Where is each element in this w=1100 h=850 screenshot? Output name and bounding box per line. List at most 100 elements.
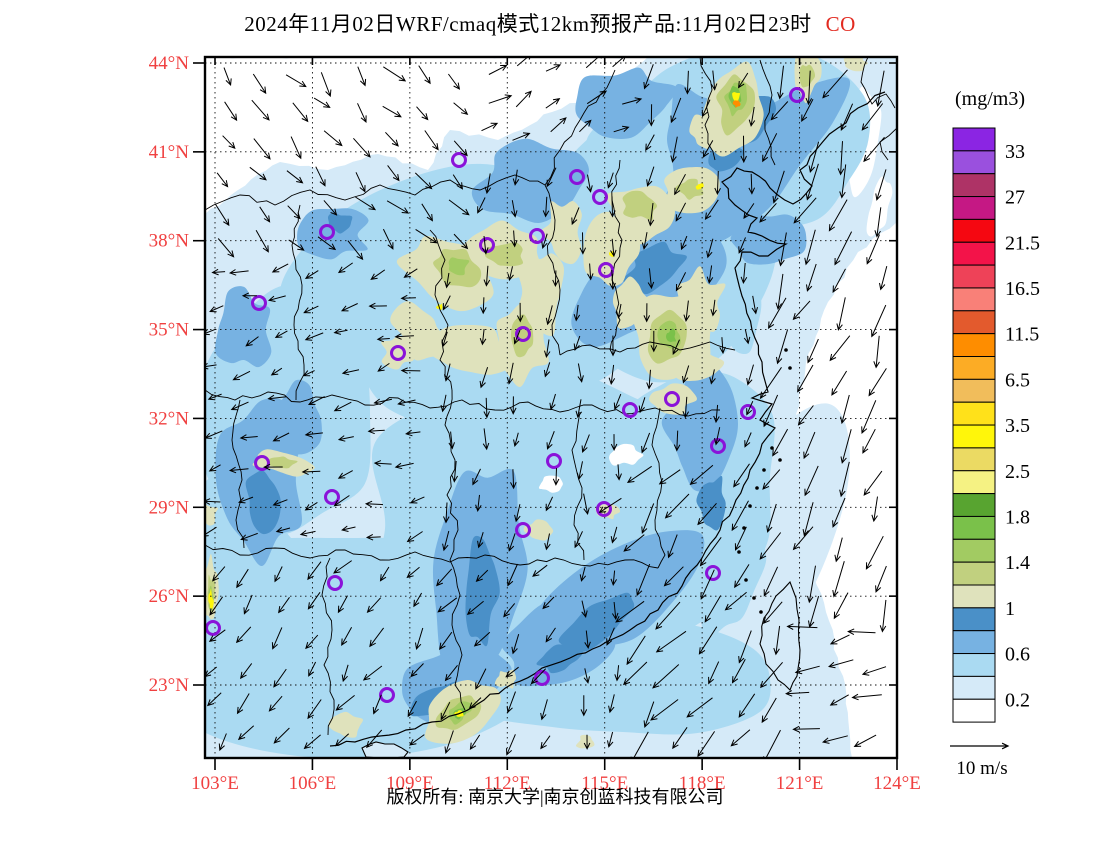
colorbar-tick-label: 6.5 xyxy=(1005,369,1030,391)
city-marker xyxy=(534,670,550,686)
title-text: 2024年11月02日WRF/cmaq模式12km预报产品:11月02日23时 xyxy=(244,12,812,36)
lon-tick-label: 121°E xyxy=(776,773,824,794)
colorbar-tick-label: 1.8 xyxy=(1005,506,1030,528)
city-marker xyxy=(596,501,612,517)
city-marker xyxy=(592,189,608,205)
colorbar-tick-label: 2.5 xyxy=(1005,461,1030,483)
small-island xyxy=(778,458,782,462)
colorbar-cell xyxy=(952,310,996,335)
copyright-footer: 版权所有: 南京大学|南京创蓝科技有限公司 xyxy=(386,787,724,807)
lon-tick-label: 115°E xyxy=(581,773,628,794)
colorbar-cell xyxy=(952,173,996,198)
city-marker xyxy=(319,224,335,240)
lat-tick-label: 32°N xyxy=(149,408,190,429)
lat-tick-label: 35°N xyxy=(149,320,190,341)
wind-reference-label: 10 m/s xyxy=(956,758,1007,779)
city-marker xyxy=(515,522,531,538)
city-marker xyxy=(254,455,270,471)
colorbar-tick-label: 11.5 xyxy=(1005,324,1039,346)
city-marker xyxy=(251,295,267,311)
city-marker xyxy=(598,262,614,278)
colorbar-tick-label: 3.5 xyxy=(1005,415,1030,437)
lon-tick-label: 109°E xyxy=(386,773,434,794)
colorbar-tick-label: 0.2 xyxy=(1005,689,1030,711)
colorbar-cell xyxy=(952,584,996,609)
city-marker xyxy=(205,620,221,636)
small-island xyxy=(737,550,741,554)
colorbar-cell xyxy=(952,424,996,449)
colorbar-cell xyxy=(952,264,996,289)
colorbar-unit-label: (mg/m3) xyxy=(955,88,1025,110)
lat-tick-label: 38°N xyxy=(149,231,190,252)
colorbar-tick-label: 16.5 xyxy=(1005,278,1040,300)
small-island xyxy=(744,578,748,582)
small-island xyxy=(748,504,752,508)
colorbar-cell xyxy=(952,561,996,586)
colorbar-cell xyxy=(952,218,996,243)
taiwan-island xyxy=(759,580,801,691)
map-border xyxy=(203,55,899,760)
lon-tick-label: 112°E xyxy=(484,773,531,794)
small-island xyxy=(770,446,774,450)
colorbar-cell xyxy=(952,150,996,175)
city-marker xyxy=(546,453,562,469)
city-marker xyxy=(327,575,343,591)
colorbar-tick-label: 1.4 xyxy=(1005,552,1030,574)
small-island xyxy=(759,610,763,614)
city-marker xyxy=(789,87,805,103)
lat-tick-label: 26°N xyxy=(149,586,190,607)
city-marker xyxy=(710,438,726,454)
colorbar-cell xyxy=(952,470,996,495)
small-island xyxy=(752,596,756,600)
colorbar-cell xyxy=(952,401,996,426)
wind-reference: 10 m/s xyxy=(950,742,1010,779)
city-marker xyxy=(379,687,395,703)
city-marker xyxy=(664,391,680,407)
colorbar-cell xyxy=(952,607,996,632)
colorbar-tick-label: 1 xyxy=(1005,598,1015,620)
axis-labels: 44°N 41°N 38°N 35°N 32°N 29°N 26°N 23°N 103°E 106… xyxy=(149,53,921,794)
colorbar-cell xyxy=(952,127,996,152)
lon-tick-label: 118°E xyxy=(679,773,726,794)
page-title: 2024年11月02日WRF/cmaq模式12km预报产品:11月02日23时 C… xyxy=(0,8,1100,38)
city-marker xyxy=(390,345,406,361)
title-species-label: CO xyxy=(825,12,856,36)
wind-vector-layer xyxy=(205,57,888,758)
colorbar-cell xyxy=(952,287,996,312)
city-marker xyxy=(529,228,545,244)
lat-tick-label: 29°N xyxy=(149,497,190,518)
city-marker xyxy=(515,326,531,342)
lat-tick-label: 23°N xyxy=(149,675,190,696)
colorbar-tick-label: 27 xyxy=(1005,187,1025,209)
axis-ticks xyxy=(193,57,898,770)
lat-tick-label: 44°N xyxy=(149,53,190,74)
small-island xyxy=(755,486,759,490)
small-island xyxy=(788,366,792,370)
colorbar-cell xyxy=(952,493,996,517)
city-marker-layer xyxy=(205,87,805,703)
small-island xyxy=(784,348,788,352)
colorbar-cell xyxy=(952,196,996,220)
lon-tick-label: 103°E xyxy=(191,773,239,794)
colorbar-cell xyxy=(952,356,996,380)
map-layers xyxy=(205,57,897,758)
colorbar-cell xyxy=(952,333,996,357)
city-marker xyxy=(569,169,585,185)
city-marker xyxy=(451,152,467,168)
colorbar-cell xyxy=(952,630,996,655)
colorbar-cell xyxy=(952,698,996,723)
colorbar-tick-label: 0.6 xyxy=(1005,644,1030,666)
colorbar-cell xyxy=(952,241,996,266)
city-marker xyxy=(622,402,638,418)
colorbar-cell xyxy=(952,675,996,700)
colorbar-cell xyxy=(952,538,996,563)
colorbar-legend: 33 27 21.5 16.5 11.5 6.5 3.5 2.5 1.8 1.4 1 0.6 0.2 xyxy=(952,127,1040,723)
colorbar-tick-label: 33 xyxy=(1005,141,1025,163)
colorbar-cell xyxy=(952,653,996,677)
city-marker xyxy=(740,404,756,420)
city-marker xyxy=(705,565,721,581)
lat-tick-label: 41°N xyxy=(149,142,190,163)
colorbar-tick-label: 21.5 xyxy=(1005,232,1040,254)
